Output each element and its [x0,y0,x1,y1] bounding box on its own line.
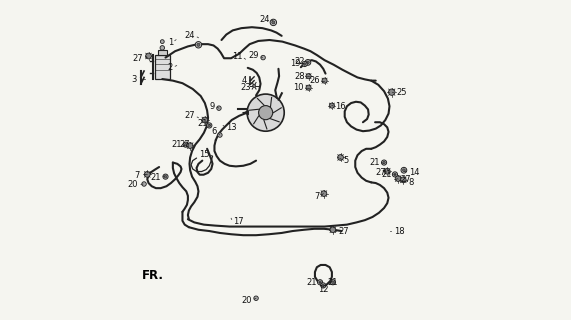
Circle shape [403,169,405,172]
Text: 15: 15 [199,150,210,159]
Circle shape [329,103,335,108]
Circle shape [261,55,266,60]
Text: 20: 20 [242,296,252,305]
Text: 25: 25 [396,88,407,97]
Circle shape [400,177,406,183]
Text: 6: 6 [211,127,217,136]
Text: 4: 4 [241,76,247,85]
Circle shape [252,84,256,87]
Text: 3: 3 [131,75,136,84]
Text: 27: 27 [184,111,195,120]
Text: 23: 23 [240,83,251,92]
Text: 8: 8 [409,178,414,187]
Circle shape [207,123,212,128]
Text: 29: 29 [249,52,259,60]
Circle shape [160,40,164,44]
Circle shape [164,175,167,178]
Circle shape [272,21,275,24]
Circle shape [332,281,334,284]
Text: 21: 21 [328,278,338,287]
Circle shape [337,155,343,160]
Text: 27: 27 [179,140,190,149]
Circle shape [321,191,327,196]
Circle shape [195,42,202,48]
Text: 21: 21 [369,158,380,167]
Bar [158,50,167,55]
Text: 21: 21 [171,140,182,149]
Circle shape [146,53,151,59]
Circle shape [321,283,326,288]
Text: 13: 13 [226,124,237,132]
Text: 19: 19 [291,59,301,68]
Text: 18: 18 [393,227,404,236]
Circle shape [306,74,311,79]
Text: 27: 27 [376,168,387,177]
Text: 28: 28 [295,72,305,81]
Circle shape [218,133,222,137]
Text: 10: 10 [293,83,304,92]
Circle shape [395,176,401,181]
Text: 2: 2 [168,63,173,72]
Circle shape [401,167,407,173]
Circle shape [303,63,306,65]
Text: 11: 11 [232,52,242,61]
Circle shape [184,143,187,146]
Circle shape [144,172,150,177]
Text: 1: 1 [168,38,173,47]
Circle shape [330,280,335,285]
Text: 24: 24 [185,31,195,40]
Text: 7: 7 [315,192,320,201]
Text: 5: 5 [344,156,349,165]
Circle shape [254,296,258,300]
Circle shape [259,106,273,120]
Text: 27: 27 [132,54,143,63]
Circle shape [319,281,321,284]
Text: 22: 22 [294,57,305,66]
Circle shape [163,174,168,179]
Circle shape [383,161,385,164]
Circle shape [393,173,396,176]
Circle shape [270,19,276,26]
Text: 9: 9 [210,102,215,111]
Text: FR.: FR. [142,269,164,282]
Text: 16: 16 [335,102,345,111]
Text: 21: 21 [381,170,392,179]
Circle shape [302,61,307,67]
Text: 24: 24 [259,15,270,24]
Circle shape [305,60,311,65]
Text: 7: 7 [135,172,140,180]
Circle shape [322,284,324,287]
Circle shape [384,168,390,174]
Text: 27: 27 [400,175,411,184]
Circle shape [183,142,188,147]
Circle shape [322,78,327,83]
Text: 21: 21 [151,173,162,182]
Circle shape [160,45,164,50]
Text: 14: 14 [409,168,420,177]
Bar [155,55,170,79]
Circle shape [317,280,323,285]
Circle shape [202,117,208,123]
Circle shape [142,182,146,186]
Text: 12: 12 [317,285,328,294]
Text: 20: 20 [127,180,138,189]
Circle shape [217,106,221,110]
Circle shape [187,143,193,148]
Circle shape [381,160,387,165]
Circle shape [306,85,311,90]
Text: 26: 26 [309,76,320,85]
Circle shape [392,172,397,177]
Circle shape [208,124,211,127]
Circle shape [197,43,200,46]
Circle shape [307,61,309,64]
Circle shape [247,94,284,131]
Text: 17: 17 [233,217,243,226]
Text: 21: 21 [198,119,208,128]
Text: 21: 21 [307,278,317,287]
Circle shape [330,227,336,233]
Circle shape [388,89,395,95]
Text: 27: 27 [338,227,349,236]
